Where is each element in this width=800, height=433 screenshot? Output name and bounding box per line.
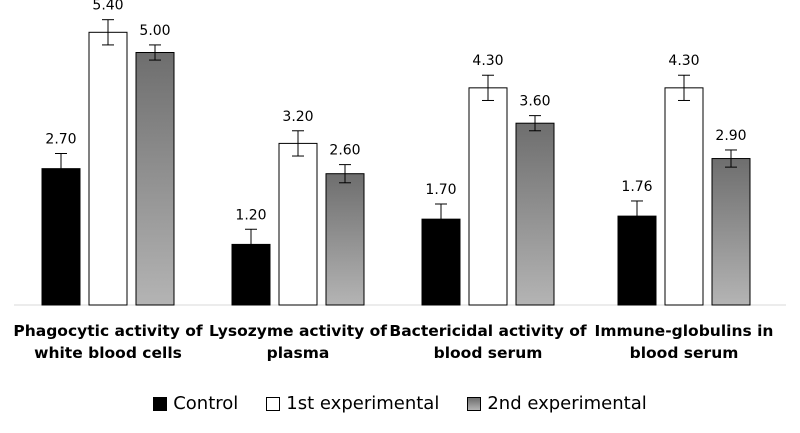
- data-label: 2.60: [329, 143, 360, 159]
- bar-2nd-experimental: [325, 173, 365, 306]
- data-label: 1.20: [235, 207, 266, 223]
- category-label: Phagocytic activity of white blood cells: [13, 322, 203, 362]
- bar-2nd-experimental: [135, 52, 175, 306]
- category-label: Immune-globulins in blood serum: [594, 322, 774, 362]
- bar-1st-experimental: [664, 87, 704, 306]
- data-label: 4.30: [668, 53, 699, 69]
- bar-2nd-experimental: [711, 158, 751, 306]
- legend-label-2nd-experimental: 2nd experimental: [487, 393, 647, 414]
- bar-1st-experimental: [88, 31, 128, 306]
- legend-label-1st-experimental: 1st experimental: [286, 393, 440, 414]
- legend-label-control: Control: [173, 393, 239, 414]
- category-label: Bactericidal activity of blood serum: [389, 322, 587, 362]
- data-label: 5.00: [139, 23, 170, 39]
- legend-swatch-2nd-experimental: [467, 396, 482, 411]
- legend-item-1st-experimental: 1st experimental: [266, 393, 439, 414]
- data-label: 3.20: [282, 109, 313, 125]
- data-label: 4.30: [472, 53, 503, 69]
- legend-swatch-control: [153, 396, 168, 411]
- bar-2nd-experimental: [515, 122, 555, 306]
- data-label: 3.60: [519, 94, 550, 110]
- legend: Control 1st experimental 2nd experimenta…: [0, 393, 800, 414]
- bar-control: [41, 168, 81, 306]
- category-label: Lysozyme activity of plasma: [208, 322, 388, 362]
- bar-1st-experimental: [278, 142, 318, 306]
- data-label: 5.40: [92, 0, 123, 14]
- data-label: 2.70: [45, 132, 76, 148]
- data-label: 1.70: [425, 182, 456, 198]
- data-label: 1.76: [621, 179, 652, 195]
- legend-swatch-1st-experimental: [266, 396, 281, 411]
- legend-item-2nd-experimental: 2nd experimental: [467, 393, 647, 414]
- data-label: 2.90: [715, 128, 746, 144]
- legend-item-control: Control: [153, 393, 238, 414]
- bar-chart: 2.70 5.40 5.00 1.20 3.20 2.60 1.70 4.30 3.60 1.76…: [14, 0, 786, 306]
- bar-1st-experimental: [468, 87, 508, 306]
